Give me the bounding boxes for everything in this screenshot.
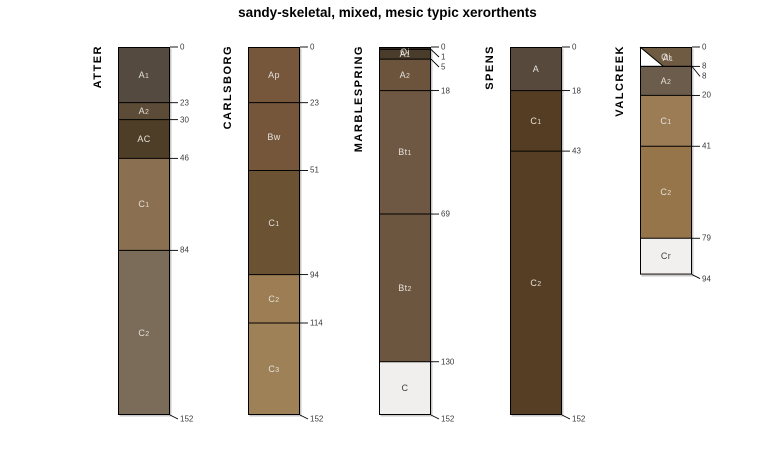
horizon-label: Cr [660,251,672,262]
depth-label: 114 [310,318,323,328]
horizon-label: Bt1 [398,147,412,158]
horizon-label: C3 [268,364,280,374]
depth-label: 43 [572,146,581,156]
depth-label: 152 [180,414,194,424]
horizon-label: Ap [268,69,280,80]
depth-label: 5 [441,62,446,72]
depth-label: 0 [441,42,446,52]
depth-label: 152 [441,414,455,424]
horizon-label: C1 [268,217,280,228]
horizon-label: Bt2 [398,282,412,293]
depth-label: 23 [180,98,189,108]
depth-label: 18 [572,86,581,96]
profile-name-label: CARLSBORG [222,45,234,130]
depth-label: 18 [441,86,450,96]
horizon-label: AC [137,134,151,144]
horizon-label: C2 [138,327,150,338]
depth-label: 79 [702,233,711,243]
depth-label: 130 [441,357,455,367]
depth-label: 94 [702,274,711,284]
depth-label: 0 [572,42,577,52]
depth-label: 0 [702,42,707,52]
depth-label: 46 [180,153,189,163]
horizon-label: A1 [138,69,150,80]
depth-label: 152 [572,414,586,424]
horizon-label: C2 [268,293,280,304]
horizon-label: A [532,63,540,74]
profile-name-label: SPENS [484,45,496,90]
horizon-label: A2 [399,69,411,80]
horizon-label: C2 [660,187,672,198]
depth-label: 152 [310,414,324,424]
horizon-label: A1 [662,52,674,63]
depth-label: 69 [441,209,450,219]
horizon-label: C [401,383,409,394]
horizon-label: C1 [530,115,542,126]
horizon-label: A2 [138,106,150,117]
profile-name-label: ATTER [92,45,104,89]
depth-label: 0 [310,42,315,52]
depth-label: 8 [702,71,707,81]
depth-label: 1 [441,52,446,62]
depth-label: 30 [180,115,189,125]
horizon-label: C1 [138,199,150,210]
horizon-label: Bw [267,131,281,142]
horizon-label: C1 [660,115,672,126]
chart-title: sandy-skeletal, mixed, mesic typic xeror… [238,5,537,20]
depth-label: 84 [180,245,189,255]
depth-label: 20 [702,90,711,100]
profile-name-label: MARBLESPRING [353,45,365,153]
depth-label: 0 [180,42,185,52]
horizon-label: C2 [530,278,542,289]
horizon-label: A1 [399,49,411,60]
depth-label: 23 [310,98,319,108]
depth-label: 8 [702,61,707,71]
horizon-label: A2 [660,75,672,86]
depth-label: 94 [310,270,319,280]
profile-name-label: VALCREEK [614,45,626,117]
depth-label: 51 [310,165,319,175]
depth-label: 41 [702,141,711,151]
